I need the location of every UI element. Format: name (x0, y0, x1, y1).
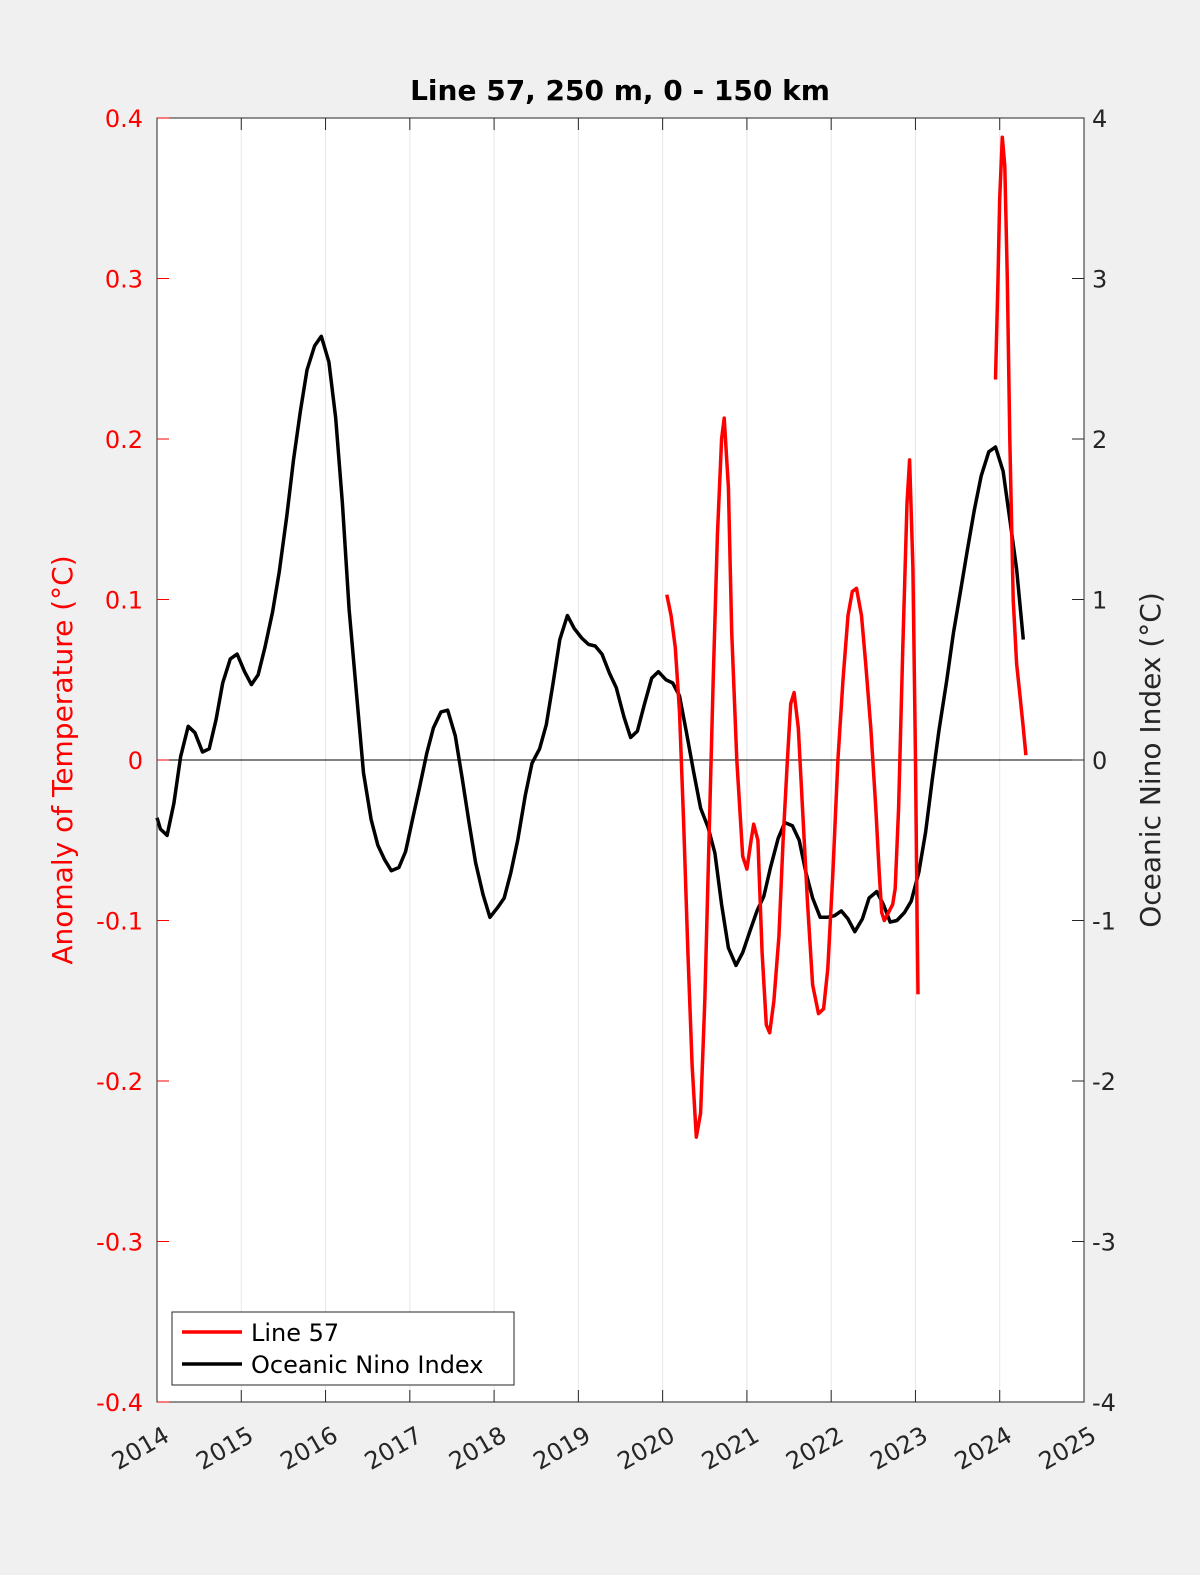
y-right-tick-label: -4 (1092, 1389, 1116, 1417)
y-right-tick-label: 0 (1092, 747, 1107, 775)
y-left-tick-label: 0.3 (105, 266, 143, 294)
chart-title: Line 57, 250 m, 0 - 150 km (410, 74, 830, 107)
series-line-line-57-segment-1 (665, 416, 920, 1139)
legend-box (171, 1311, 515, 1386)
series-layer (155, 135, 1028, 1139)
legend-label-oni: Oceanic Nino Index (251, 1351, 483, 1379)
y-left-tick-label: 0.4 (105, 105, 143, 133)
y-left-tick-label: 0.1 (105, 587, 143, 615)
y-right-tick-label: -2 (1092, 1068, 1116, 1096)
y-left-tick-label: -0.3 (96, 1229, 143, 1257)
y-left-tick-label: 0.2 (105, 426, 143, 454)
y-axis-label-left: Anomaly of Temperature (°C) (46, 555, 79, 964)
y-right-tick-label: 4 (1092, 105, 1107, 133)
y-right-tick-label: 2 (1092, 426, 1107, 454)
y-right-tick-label: 1 (1092, 587, 1107, 615)
y-left-tick-label: 0 (128, 747, 143, 775)
y-left-tick-label: -0.2 (96, 1068, 143, 1096)
series-line-line-57-segment-2 (993, 135, 1028, 756)
right-axis-ticks: -4 -3 -2 -1 0 1 2 3 4 (1072, 105, 1116, 1417)
y-left-tick-label: -0.4 (96, 1389, 143, 1417)
y-axis-label-right: Oceanic Nino Index (°C) (1134, 592, 1167, 928)
y-right-tick-label: 3 (1092, 266, 1107, 294)
left-axis-ticks: -0.4 -0.3 -0.2 -0.1 0 0.1 0.2 0.3 0.4 (96, 105, 169, 1417)
y-right-tick-label: -3 (1092, 1229, 1116, 1257)
y-left-tick-label: -0.1 (96, 908, 143, 936)
y-right-tick-label: -1 (1092, 908, 1116, 936)
legend-label-line-57: Line 57 (251, 1319, 339, 1347)
legend: Line 57 Oceanic Nino Index (171, 1311, 515, 1386)
